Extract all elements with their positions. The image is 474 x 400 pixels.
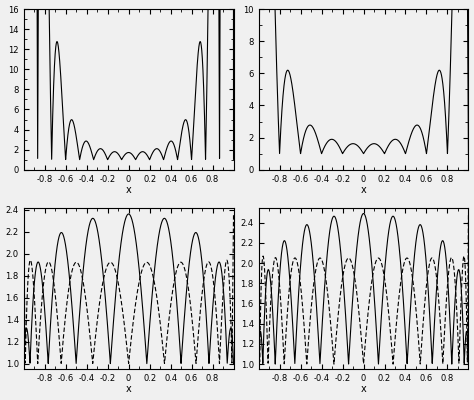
X-axis label: x: x	[126, 185, 131, 195]
X-axis label: x: x	[126, 384, 131, 394]
X-axis label: x: x	[361, 185, 366, 195]
X-axis label: x: x	[361, 384, 366, 394]
